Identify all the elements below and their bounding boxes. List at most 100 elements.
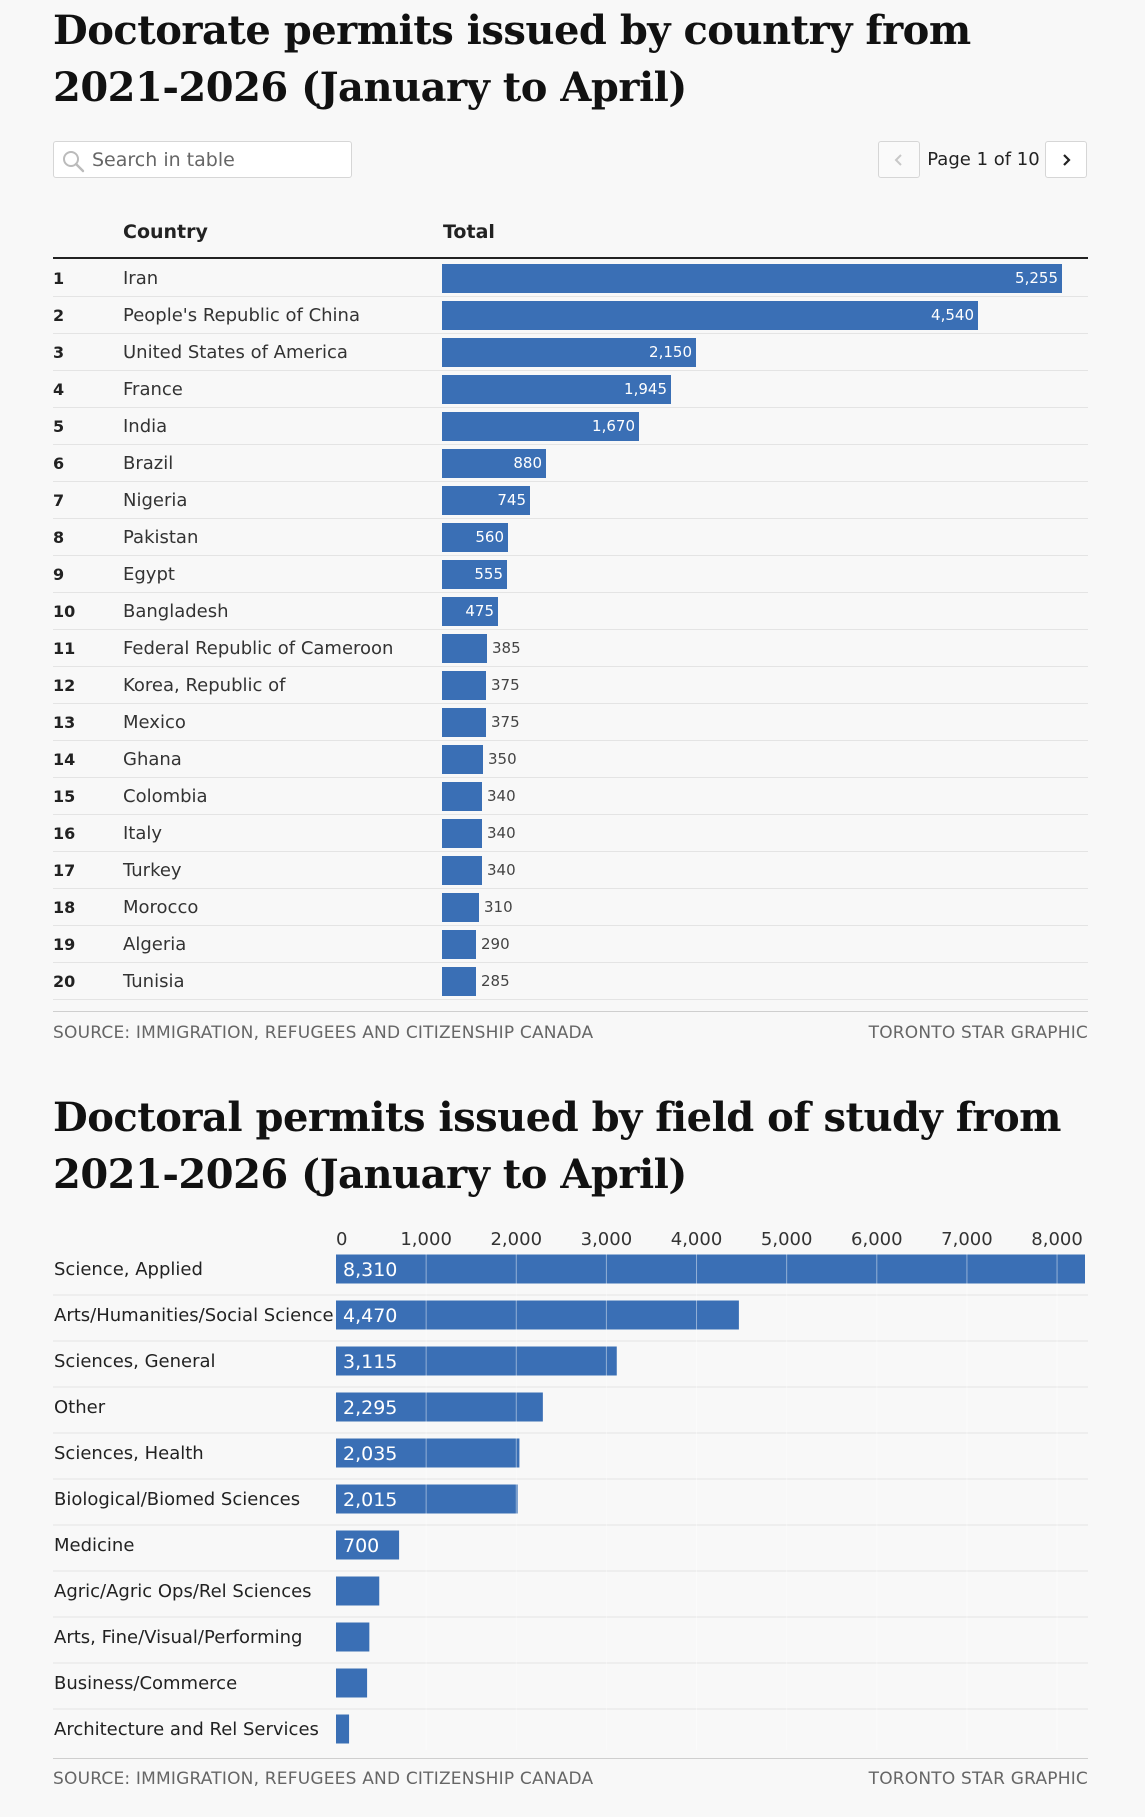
row-country: Pakistan xyxy=(123,527,199,548)
row-rank: 10 xyxy=(53,602,76,621)
row-rank: 15 xyxy=(53,787,76,806)
row-total-value: 4,540 xyxy=(931,306,974,324)
table-row: 9 Egypt 555 xyxy=(53,556,1088,593)
bar xyxy=(336,1438,520,1468)
row-country: India xyxy=(123,416,168,437)
row-total-value: 5,255 xyxy=(1015,269,1058,287)
row-total-value: 340 xyxy=(487,861,516,879)
x-tick-label: 4,000 xyxy=(671,1229,723,1250)
row-country: Brazil xyxy=(123,453,174,474)
row-country: Colombia xyxy=(123,786,208,807)
row-country: Mexico xyxy=(123,712,186,733)
bar-value-label: 4,470 xyxy=(343,1305,397,1327)
row-total-bar xyxy=(442,708,486,737)
x-tick-label: 1,000 xyxy=(400,1229,452,1250)
table-row: 4 France 1,945 xyxy=(53,371,1088,408)
category-label: Other xyxy=(54,1397,106,1418)
row-country: Federal Republic of Cameroon xyxy=(123,638,394,659)
row-total-value: 285 xyxy=(481,972,510,990)
category-label: Arts, Fine/Visual/Performing xyxy=(54,1627,302,1648)
row-total-bar xyxy=(442,671,486,700)
x-tick-label: 6,000 xyxy=(851,1229,903,1250)
row-total-bar xyxy=(442,893,479,922)
x-tick-label: 2,000 xyxy=(490,1229,542,1250)
row-total-bar xyxy=(442,634,487,663)
row-country: People's Republic of China xyxy=(123,305,360,326)
row-total-value: 340 xyxy=(487,824,516,842)
search-input[interactable] xyxy=(92,142,342,177)
row-country: Iran xyxy=(123,268,159,289)
bar xyxy=(336,1346,617,1376)
bar xyxy=(336,1668,368,1698)
row-rank: 13 xyxy=(53,713,76,732)
row-total-value: 475 xyxy=(465,602,494,620)
row-country: Algeria xyxy=(123,934,187,955)
table-row: 12 Korea, Republic of 375 xyxy=(53,667,1088,704)
row-country: Turkey xyxy=(123,860,182,881)
table-row: 5 India 1,670 xyxy=(53,408,1088,445)
previous-page-button[interactable] xyxy=(878,141,920,178)
column-header-country[interactable]: Country xyxy=(123,221,208,243)
row-total-value: 340 xyxy=(487,787,516,805)
chevron-right-icon xyxy=(1063,153,1071,166)
row-rank: 14 xyxy=(53,750,76,769)
row-rank: 12 xyxy=(53,676,76,695)
row-total-value: 560 xyxy=(475,528,504,546)
row-total-value: 1,670 xyxy=(592,417,635,435)
row-total-bar xyxy=(442,412,639,441)
bar xyxy=(336,1484,518,1514)
row-total-bar xyxy=(442,523,508,552)
row-country: Tunisia xyxy=(123,971,185,992)
category-label: Business/Commerce xyxy=(54,1673,237,1694)
row-rank: 3 xyxy=(53,343,65,362)
row-total-value: 350 xyxy=(488,750,517,768)
row-rank: 5 xyxy=(53,417,65,436)
row-country: Nigeria xyxy=(123,490,188,511)
row-total-bar xyxy=(442,375,671,404)
table-source: SOURCE: IMMIGRATION, REFUGEES AND CITIZE… xyxy=(53,1023,594,1043)
row-country: Korea, Republic of xyxy=(123,675,286,696)
row-total-bar xyxy=(442,449,546,478)
row-rank: 19 xyxy=(53,935,76,954)
row-total-value: 555 xyxy=(474,565,503,583)
row-total-value: 385 xyxy=(492,639,521,657)
table-row: 2 People's Republic of China 4,540 xyxy=(53,297,1088,334)
bar xyxy=(336,1714,350,1744)
category-label: Architecture and Rel Services xyxy=(54,1719,319,1740)
bar xyxy=(336,1622,370,1652)
row-country: Egypt xyxy=(123,564,175,585)
table-footer-divider xyxy=(53,1011,1088,1012)
row-total-bar xyxy=(442,782,482,811)
header-divider xyxy=(53,257,1088,259)
row-country: Bangladesh xyxy=(123,601,229,622)
bar-value-label: 2,295 xyxy=(343,1397,397,1419)
category-label: Arts/Humanities/Social Science xyxy=(54,1305,334,1326)
row-total-value: 2,150 xyxy=(649,343,692,361)
bar xyxy=(336,1576,380,1606)
category-label: Science, Applied xyxy=(54,1259,203,1280)
row-rank: 11 xyxy=(53,639,76,658)
row-country: Italy xyxy=(123,823,163,844)
bar xyxy=(336,1300,739,1330)
x-tick-label: 7,000 xyxy=(941,1229,993,1250)
table-row: 14 Ghana 350 xyxy=(53,741,1088,778)
chevron-left-icon xyxy=(894,153,902,166)
row-total-value: 375 xyxy=(491,676,520,694)
table-row: 18 Morocco 310 xyxy=(53,889,1088,926)
next-page-button[interactable] xyxy=(1045,141,1087,178)
table-row: 1 Iran 5,255 xyxy=(53,260,1088,297)
bar-value-label: 3,115 xyxy=(343,1351,397,1373)
table-row: 3 United States of America 2,150 xyxy=(53,334,1088,371)
row-total-bar xyxy=(442,486,530,515)
row-total-value: 745 xyxy=(497,491,526,509)
table-row: 7 Nigeria 745 xyxy=(53,482,1088,519)
search-box[interactable] xyxy=(53,141,352,178)
bar-value-label: 700 xyxy=(343,1535,379,1557)
table-row: 17 Turkey 340 xyxy=(53,852,1088,889)
table-row: 19 Algeria 290 xyxy=(53,926,1088,963)
row-total-value: 290 xyxy=(481,935,510,953)
column-header-total[interactable]: Total xyxy=(443,221,495,243)
row-total-value: 310 xyxy=(484,898,513,916)
table-row: 20 Tunisia 285 xyxy=(53,963,1088,1000)
x-tick-label: 3,000 xyxy=(581,1229,633,1250)
